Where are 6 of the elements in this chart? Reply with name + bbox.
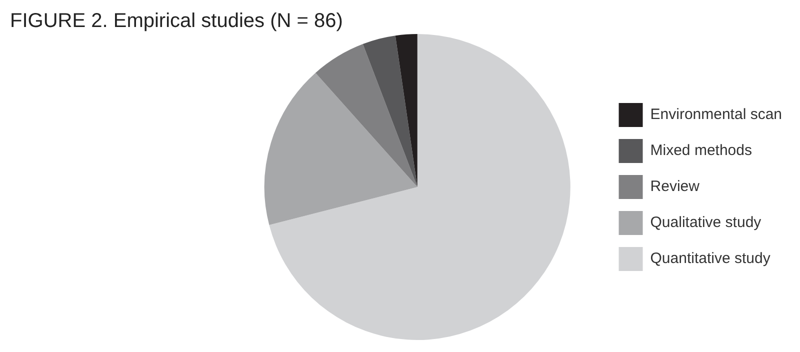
legend-label: Environmental scan [650,106,782,124]
legend-label: Qualitative study [650,214,762,232]
legend-label: Mixed methods [650,142,752,160]
legend-label: Quantitative study [650,250,771,268]
legend-label: Review [650,178,700,196]
chart-title: FIGURE 2. Empirical studies (N = 86) [10,9,344,34]
